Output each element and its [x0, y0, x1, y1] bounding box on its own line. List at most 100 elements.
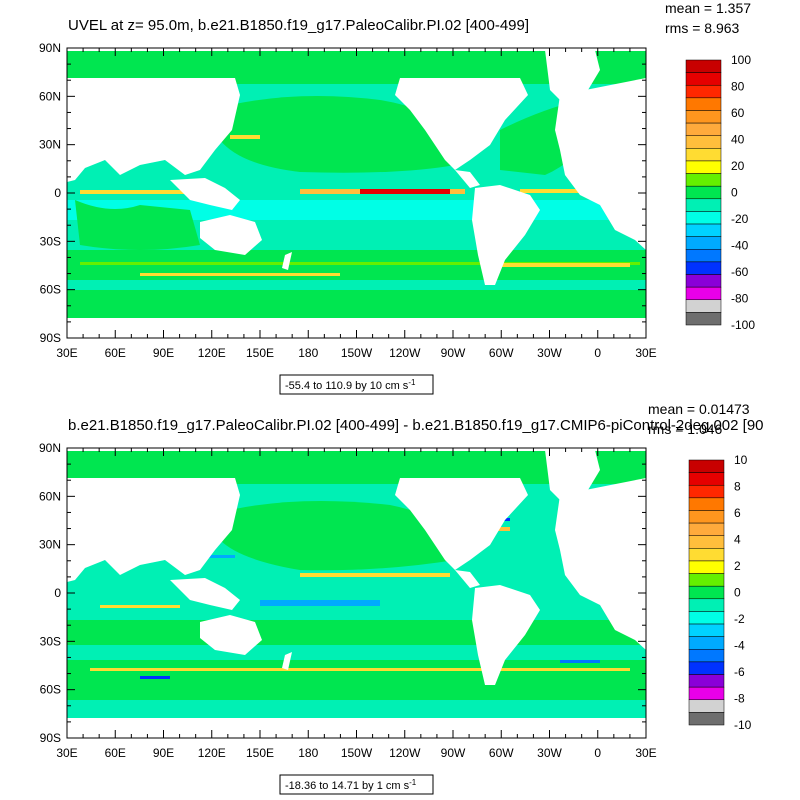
- x-tick-label: 30E: [635, 746, 656, 760]
- colorbar-swatch: [685, 110, 722, 124]
- panel-1-map: [67, 48, 646, 338]
- colorbar-swatch: [688, 674, 725, 688]
- colorbar-label: -8: [734, 692, 745, 706]
- y-tick-label: 60S: [40, 283, 61, 297]
- x-tick-label: 120W: [389, 746, 421, 760]
- colorbar-swatch: [685, 135, 722, 149]
- x-tick-label: 90E: [153, 346, 174, 360]
- colorbar-swatch: [685, 59, 722, 73]
- colorbar-label: -20: [731, 212, 749, 226]
- y-tick-label: 30S: [40, 634, 61, 648]
- x-tick-label: 90W: [441, 346, 466, 360]
- x-tick-label: 0: [594, 346, 601, 360]
- colorbar-swatch: [688, 548, 725, 562]
- colorbar-label: -4: [734, 639, 745, 653]
- colorbar-swatch: [688, 686, 725, 701]
- colorbar-swatch: [685, 312, 722, 326]
- x-tick-label: 180: [298, 746, 318, 760]
- y-tick-label: 30S: [40, 234, 61, 248]
- colorbar-swatch: [688, 535, 725, 549]
- panel-1-y-axis: 90N 60N 30N 0 30S 60S 90S: [39, 41, 646, 345]
- colorbar-swatch: [688, 522, 725, 536]
- x-tick-label: 30E: [635, 346, 656, 360]
- x-tick-label: 60E: [105, 746, 126, 760]
- colorbar-swatch: [688, 459, 725, 473]
- colorbar-swatch: [688, 560, 725, 574]
- colorbar-label: -80: [731, 292, 749, 306]
- colorbar-swatch: [688, 510, 725, 524]
- colorbar-label: -60: [731, 265, 749, 279]
- panel-2-y-axis: 90N 60N 30N 0 30S 60S 90S: [39, 441, 646, 745]
- colorbar-swatch: [685, 148, 722, 162]
- panel-2-colorbar: 10 8 6 4 2 0 -2 -4 -6 -8 -10: [688, 453, 752, 732]
- panel-1-title: UVEL at z= 95.0m, b.e21.B1850.f19_g17.Pa…: [68, 17, 529, 34]
- colorbar-swatch: [685, 185, 722, 200]
- colorbar-swatch: [688, 661, 725, 675]
- x-tick-label: 30W: [537, 746, 562, 760]
- colorbar-swatch: [688, 484, 725, 499]
- colorbar-label: -10: [734, 718, 752, 732]
- colorbar-swatch: [688, 699, 725, 713]
- x-tick-label: 30E: [56, 746, 77, 760]
- x-tick-label: 150E: [246, 346, 274, 360]
- panel-1: UVEL at z= 95.0m, b.e21.B1850.f19_g17.Pa…: [39, 0, 755, 395]
- y-tick-label: 30N: [39, 538, 61, 552]
- x-tick-label: 150E: [246, 746, 274, 760]
- y-tick-label: 90N: [39, 41, 61, 55]
- colorbar-label: 100: [731, 53, 751, 67]
- x-tick-label: 90E: [153, 746, 174, 760]
- x-tick-label: 60W: [489, 346, 514, 360]
- x-tick-label: 60W: [489, 746, 514, 760]
- x-tick-label: 90W: [441, 746, 466, 760]
- x-tick-label: 120E: [198, 746, 226, 760]
- panel-1-mean: mean = 1.357: [665, 0, 751, 16]
- x-tick-label: 180: [298, 346, 318, 360]
- colorbar-swatch: [688, 611, 725, 625]
- x-tick-label: 30W: [537, 346, 562, 360]
- land-masses: [67, 48, 646, 338]
- y-tick-label: 30N: [39, 138, 61, 152]
- panel-1-colorbar: 100 80 60 40 20 0 -20 -40 -60 -80 -100: [685, 53, 755, 332]
- panel-1-x-axis: 30E 60E 90E 120E 150E 180 150W 120W 90W 60W 30W 0 30…: [56, 48, 657, 360]
- colorbar-label: 8: [734, 480, 741, 494]
- colorbar-swatch: [685, 286, 722, 301]
- x-tick-label: 150W: [341, 746, 373, 760]
- y-tick-label: 60S: [40, 683, 61, 697]
- colorbar-swatch: [688, 623, 725, 637]
- colorbar-swatch: [688, 472, 725, 486]
- panel-2: b.e21.B1850.f19_g17.PaleoCalibr.PI.02 [4…: [39, 401, 764, 795]
- colorbar-swatch: [685, 211, 722, 225]
- colorbar-label: 4: [734, 533, 741, 547]
- colorbar-swatch: [685, 274, 722, 288]
- panel-2-range-label: -18.36 to 14.71 by 1 cm s-1: [285, 778, 417, 792]
- panel-2-title: b.e21.B1850.f19_g17.PaleoCalibr.PI.02 [4…: [68, 417, 764, 434]
- colorbar-label: 40: [731, 133, 745, 147]
- x-tick-label: 120W: [389, 346, 421, 360]
- y-tick-label: 90S: [40, 731, 61, 745]
- colorbar-label: -100: [731, 318, 755, 332]
- colorbar-swatch: [685, 173, 722, 187]
- y-tick-label: 90S: [40, 331, 61, 345]
- x-tick-label: 30E: [56, 346, 77, 360]
- panel-1-rms: rms = 8.963: [665, 20, 740, 36]
- panel-2-map: [67, 448, 646, 738]
- land-masses: [67, 448, 646, 738]
- x-tick-label: 0: [594, 746, 601, 760]
- colorbar-label: 6: [734, 506, 741, 520]
- colorbar-swatch: [685, 122, 722, 136]
- colorbar-swatch: [685, 236, 722, 250]
- colorbar-swatch: [688, 585, 725, 600]
- panel-2-x-axis: 30E 60E 90E 120E 150E 180 150W 120W 90W 60W 30W 0 30…: [56, 448, 657, 760]
- x-tick-label: 120E: [198, 346, 226, 360]
- x-tick-label: 60E: [105, 346, 126, 360]
- y-tick-label: 60N: [39, 489, 61, 503]
- y-tick-label: 60N: [39, 89, 61, 103]
- colorbar-label: 80: [731, 80, 745, 94]
- colorbar-label: 20: [731, 159, 745, 173]
- colorbar-label: 0: [734, 586, 741, 600]
- panel-1-range-label: -55.4 to 110.9 by 10 cm s-1: [285, 378, 416, 392]
- colorbar-label: 10: [734, 453, 748, 467]
- colorbar-swatch: [688, 497, 725, 511]
- colorbar-swatch: [688, 649, 725, 663]
